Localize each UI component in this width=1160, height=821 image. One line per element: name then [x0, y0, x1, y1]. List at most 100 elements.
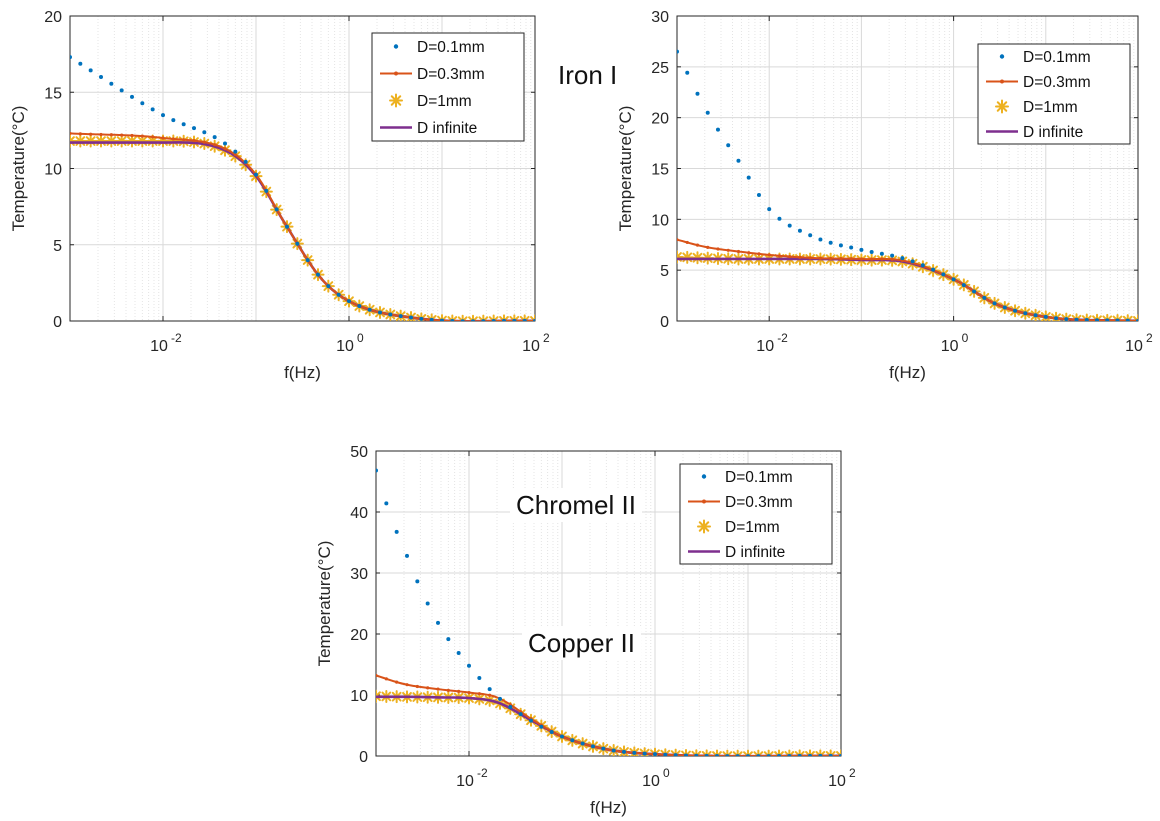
data-point [508, 705, 513, 710]
legend-label: D infinite [1023, 124, 1083, 141]
data-point [920, 263, 925, 268]
x-tick-label: 10 [522, 338, 540, 355]
data-point [859, 257, 864, 261]
series-line [70, 132, 535, 321]
data-point [849, 257, 853, 261]
legend-label: D=1mm [417, 93, 472, 110]
data-point [528, 314, 535, 321]
data-point [767, 207, 772, 212]
y-axis-label: Temperature(°C) [9, 106, 28, 232]
x-tick-label: 10 [150, 338, 168, 355]
data-point [747, 251, 751, 255]
data-point [1095, 318, 1100, 321]
legend-label: D=0.1mm [417, 39, 485, 56]
data-point [384, 501, 389, 506]
data-point [419, 316, 424, 321]
data-point [405, 553, 409, 558]
data-point [1002, 305, 1007, 310]
data-point [233, 153, 237, 157]
x-tick-label: 10 [941, 338, 959, 355]
data-point [533, 319, 535, 321]
data-point [890, 253, 895, 258]
data-point [677, 49, 679, 54]
legend-item: D=1mm [995, 99, 1078, 116]
data-point [109, 133, 113, 137]
data-point [611, 748, 616, 753]
data-point [166, 134, 180, 148]
data-point [223, 147, 227, 151]
x-tick-label: 10 [756, 338, 774, 355]
data-point [295, 241, 300, 246]
data-point [716, 247, 720, 251]
data-point [726, 143, 731, 148]
data-point [838, 243, 843, 248]
data-point [725, 754, 730, 756]
legend-box [679, 463, 833, 565]
data-point [467, 663, 471, 668]
data-point [715, 127, 720, 132]
data-point [808, 753, 812, 756]
legend-label: D infinite [417, 120, 477, 137]
data-point [182, 138, 186, 142]
y-tick-label: 15 [44, 85, 62, 102]
data-point [405, 683, 409, 687]
legend-item: D infinite [688, 544, 785, 561]
data-point [818, 753, 823, 756]
data-point [477, 692, 481, 696]
data-point [274, 207, 279, 212]
legend-marker [701, 474, 707, 479]
data-point [1064, 317, 1069, 321]
data-point [233, 149, 238, 154]
legend: D=0.1mm D=0.3mm D=1mm D infinite [977, 43, 1131, 145]
series-line [376, 674, 841, 756]
data-point [336, 292, 341, 297]
data-point [78, 132, 82, 136]
legend: D=0.1mm D=0.3mm D=1mm D infinite [371, 32, 525, 142]
data-point [398, 314, 403, 319]
data-point [560, 734, 564, 739]
data-point [140, 101, 145, 106]
data-point [436, 620, 440, 625]
legend-item: D=0.1mm [999, 49, 1091, 66]
y-tick-label: 0 [359, 749, 368, 766]
data-point [477, 675, 482, 680]
data-point [673, 753, 678, 756]
data-point [456, 650, 461, 655]
data-point [212, 135, 217, 140]
legend-item: D=0.1mm [701, 469, 793, 486]
legend-item: D=0.3mm [380, 66, 485, 83]
data-point [859, 247, 864, 252]
y-tick-label: 20 [651, 111, 669, 128]
legend-item: D=1mm [389, 93, 472, 110]
data-point [347, 299, 351, 304]
legend-item: D=1mm [697, 519, 780, 536]
data-point [467, 690, 471, 695]
data-point [409, 315, 413, 320]
data-point [395, 680, 399, 684]
x-tick-exponent: 2 [1146, 331, 1153, 345]
data-point [642, 751, 647, 756]
data-point [1074, 317, 1079, 321]
data-point [731, 749, 745, 756]
data-point [316, 272, 320, 277]
x-tick-label: 10 [828, 773, 846, 790]
y-tick-label: 10 [651, 212, 669, 229]
legend-item: D=0.1mm [393, 39, 485, 56]
x-tick-exponent: 2 [849, 766, 856, 780]
data-point [394, 529, 399, 534]
data-point [632, 750, 637, 755]
legend-marker [702, 499, 706, 504]
data-point [787, 223, 792, 228]
legend-label: D=0.3mm [417, 66, 485, 83]
legend-item: D=0.3mm [986, 74, 1091, 91]
data-point [450, 318, 455, 321]
data-point [746, 175, 751, 180]
data-point [1136, 319, 1138, 321]
x-axis-label: f(Hz) [590, 798, 627, 817]
data-point [726, 248, 730, 252]
data-point [741, 749, 755, 756]
y-tick-label: 30 [350, 566, 368, 583]
x-tick-label: 10 [642, 773, 660, 790]
data-point [601, 746, 606, 751]
